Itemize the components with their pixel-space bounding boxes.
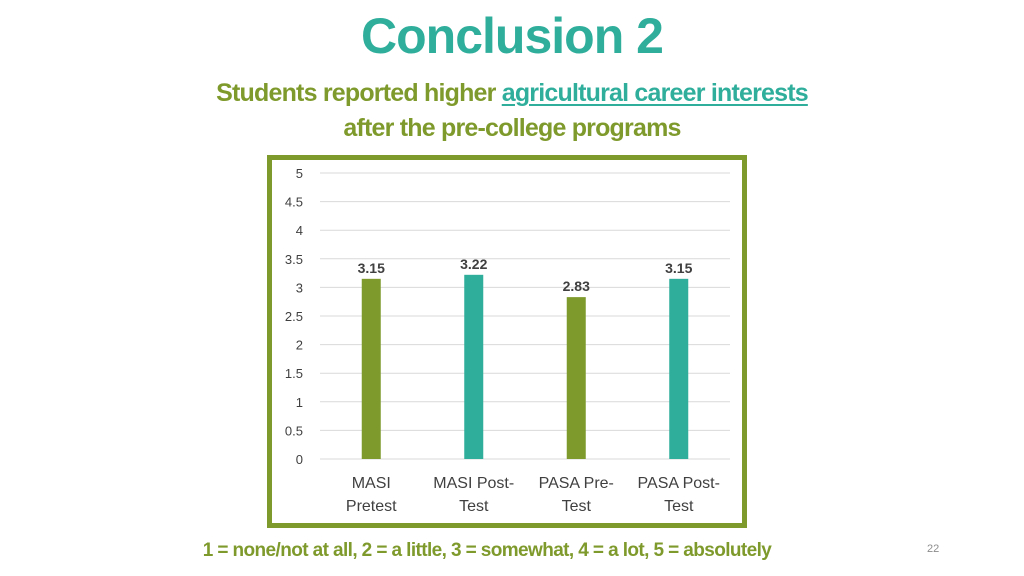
bar	[669, 278, 689, 459]
scale-footnote: 1 = none/not at all, 2 = a little, 3 = s…	[0, 540, 1024, 562]
slide-subtitle: Students reported higher agricultural ca…	[0, 76, 1024, 146]
y-tick-label: 1.5	[285, 366, 303, 381]
subtitle-line-1: Students reported higher agricultural ca…	[0, 76, 1024, 111]
x-category-label: Pretest	[346, 498, 397, 515]
y-tick-label: 3	[296, 280, 303, 295]
x-category-label: MASI	[352, 475, 391, 492]
x-category-label: PASA Post-	[638, 475, 720, 492]
bar	[566, 297, 586, 459]
chart-frame: 0 0.5 1 1.5 2 2.5 3 3.5 4 4.5 5 3.15 MASI Pretest 3.22…	[267, 155, 747, 528]
x-category-label: Test	[459, 498, 489, 515]
x-category-label: PASA Pre-	[539, 475, 614, 492]
y-tick-label: 1	[296, 395, 303, 410]
y-tick-label: 5	[296, 166, 303, 181]
y-tick-label: 2.5	[285, 309, 303, 324]
y-tick-label: 0	[296, 452, 303, 467]
bar-chart: 0 0.5 1 1.5 2 2.5 3 3.5 4 4.5 5 3.15 MASI Pretest 3.22…	[285, 166, 730, 515]
data-label: 3.15	[665, 260, 692, 276]
bar	[361, 278, 381, 459]
slide-title: Conclusion 2	[361, 8, 664, 64]
subtitle-plain-text: Students reported higher	[216, 79, 496, 107]
x-category-label: MASI Post-	[433, 475, 514, 492]
y-tick-label: 2	[296, 338, 303, 353]
page-number: 22	[927, 543, 940, 555]
data-label: 3.22	[460, 256, 487, 272]
bar	[464, 274, 484, 459]
subtitle-line-2: after the pre-college programs	[343, 114, 681, 142]
subtitle-highlight-text: agricultural career interests	[501, 79, 809, 107]
data-label: 2.83	[563, 278, 590, 294]
x-category-label: Test	[562, 498, 592, 515]
y-tick-label: 3.5	[285, 252, 303, 267]
y-tick-label: 4.5	[285, 195, 303, 210]
x-category-label: Test	[664, 498, 694, 515]
y-tick-label: 4	[296, 223, 303, 238]
data-label: 3.15	[358, 260, 385, 276]
y-tick-label: 0.5	[285, 423, 303, 438]
footnote-text: 1 = none/not at all, 2 = a little, 3 = s…	[202, 540, 772, 561]
